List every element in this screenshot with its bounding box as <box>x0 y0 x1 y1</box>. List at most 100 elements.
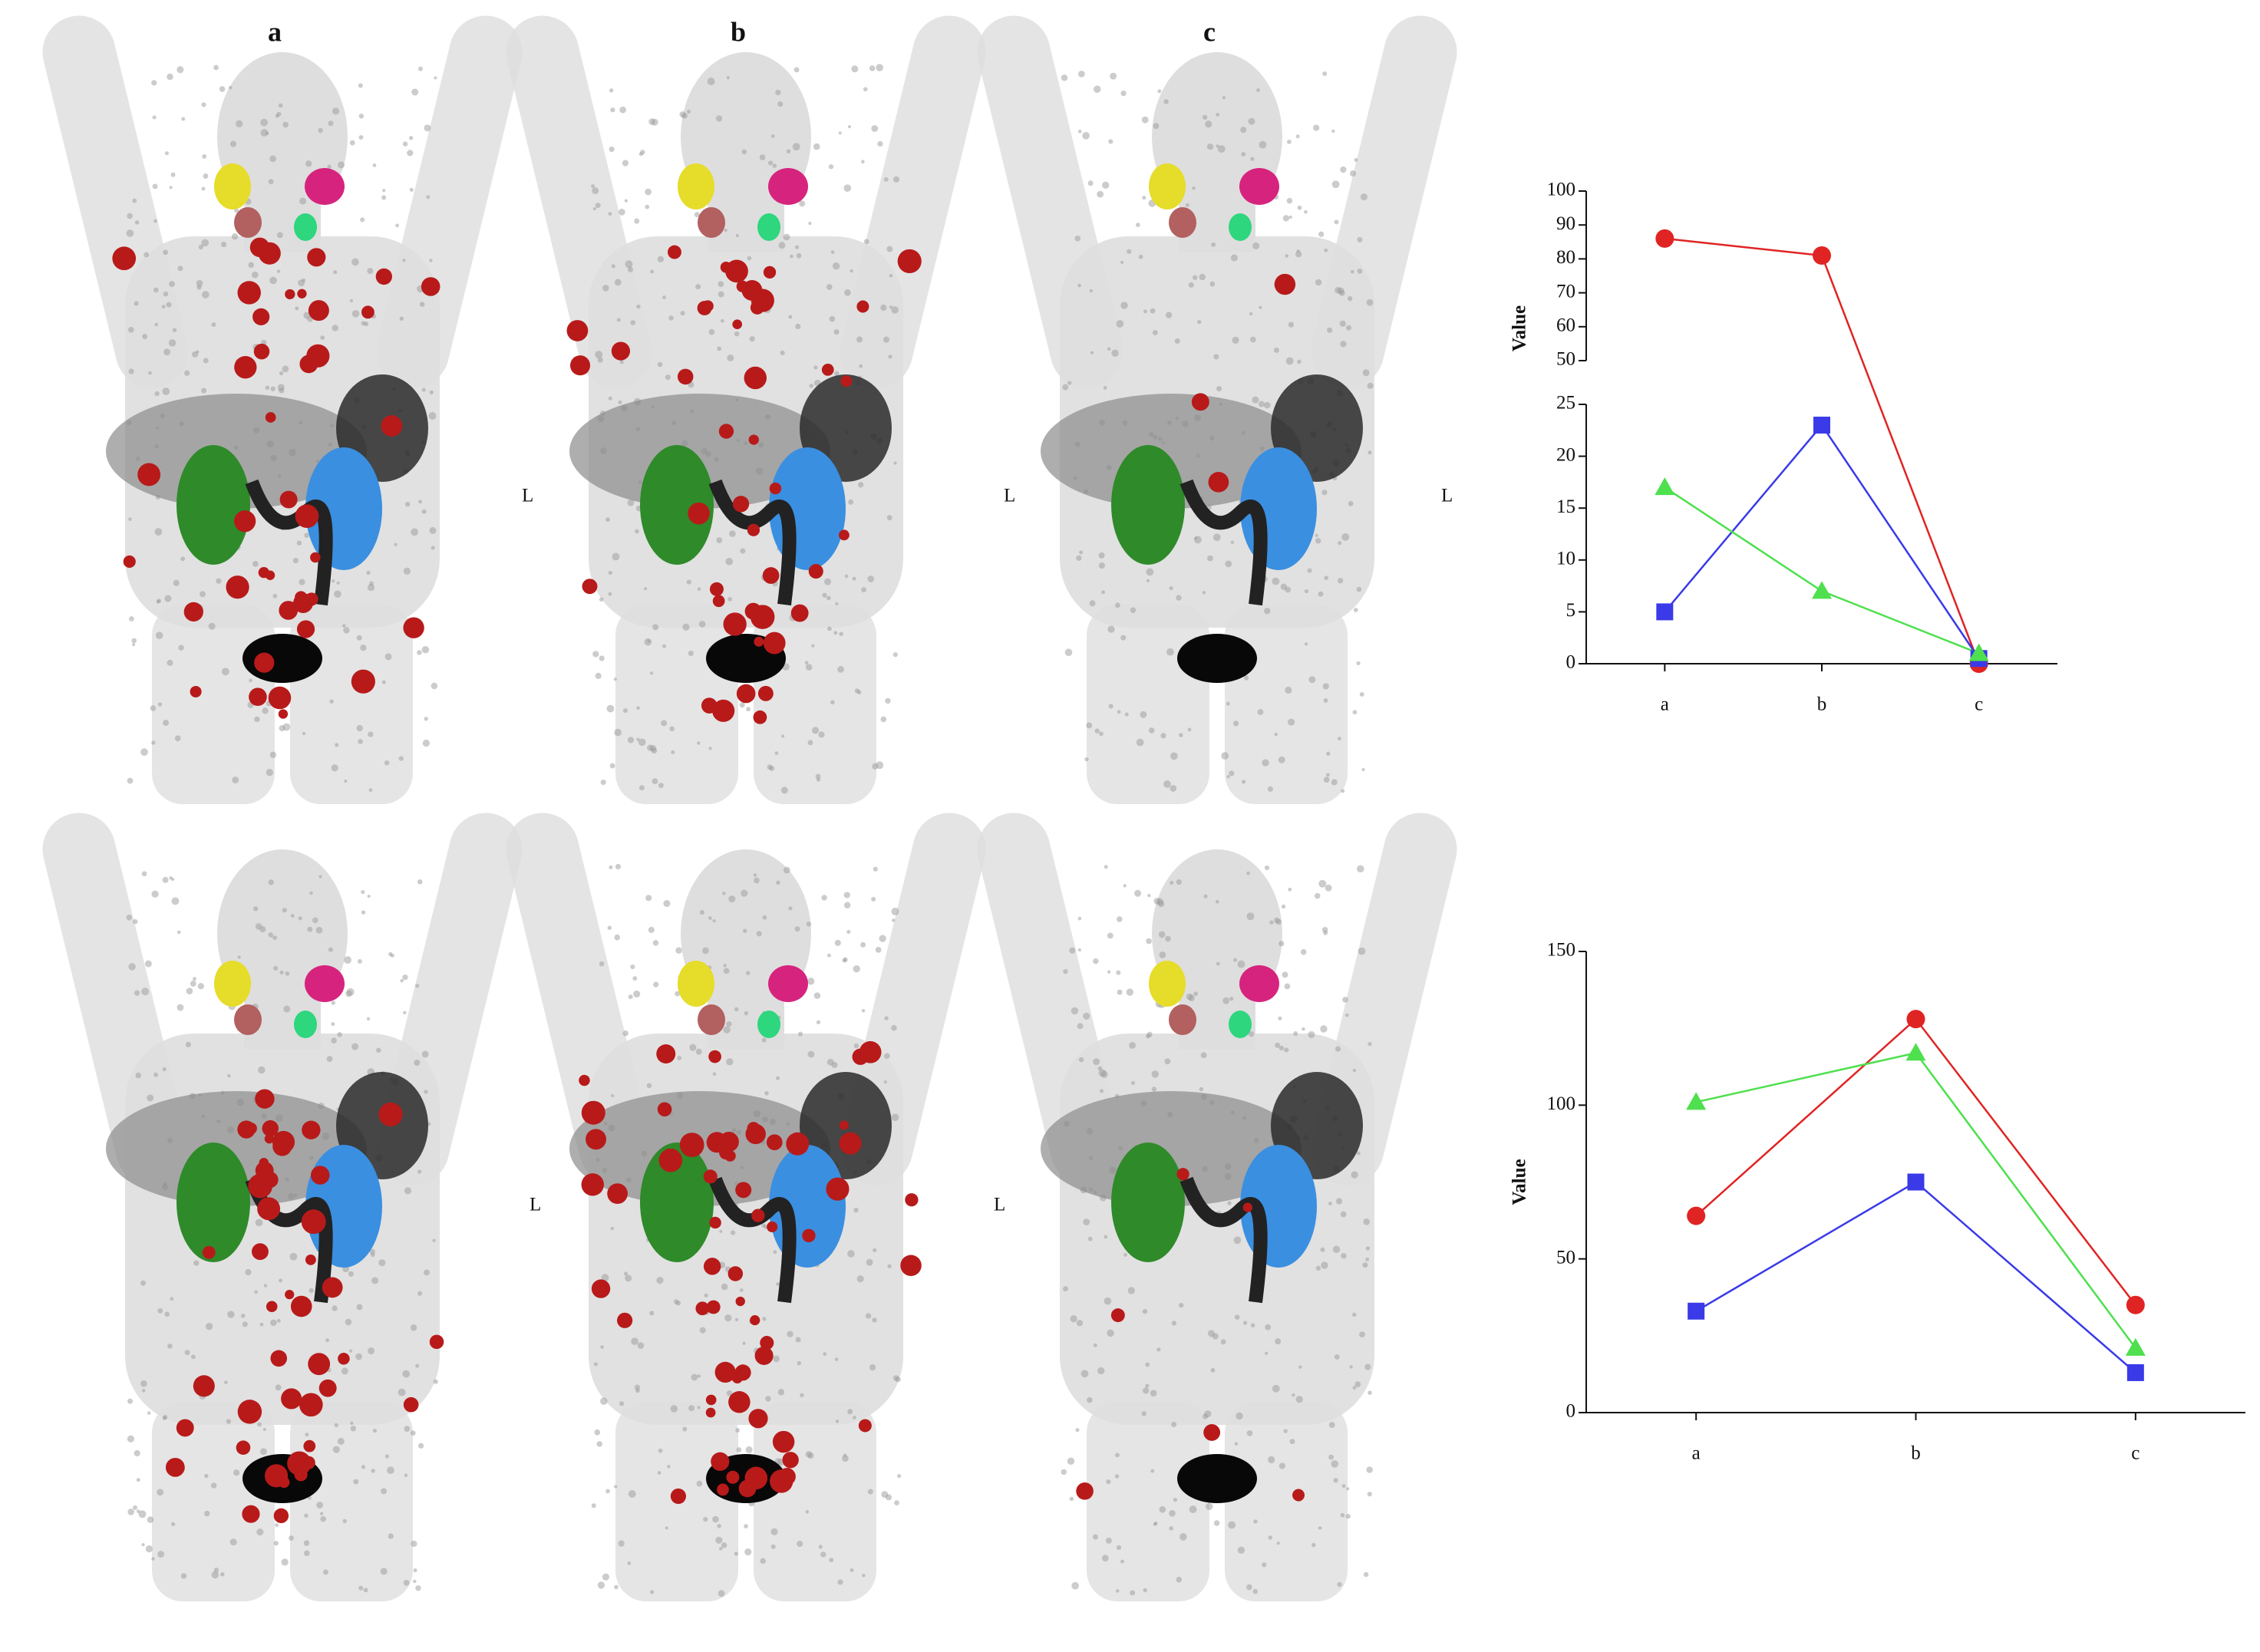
lesion <box>709 1216 721 1229</box>
speckle <box>417 1169 422 1174</box>
speckle <box>128 963 136 971</box>
speckle <box>184 1350 190 1356</box>
speckle <box>308 1288 314 1294</box>
speckle <box>600 1345 604 1349</box>
speckle <box>1176 595 1182 601</box>
speckle <box>796 252 802 259</box>
speckle <box>1356 586 1362 592</box>
speckle <box>332 325 339 331</box>
speckle <box>1077 916 1082 921</box>
speckle <box>708 328 715 335</box>
speckle <box>826 284 833 290</box>
x-tick-label: b <box>1911 1443 1921 1464</box>
speckle <box>807 740 813 746</box>
speckle <box>164 1311 170 1317</box>
speckle <box>618 400 622 404</box>
speckle <box>857 482 864 488</box>
speckle <box>258 1066 266 1074</box>
lesion <box>281 1388 302 1410</box>
speckle <box>1314 892 1321 899</box>
speckle <box>282 365 289 373</box>
kidney-left <box>640 445 714 565</box>
speckle <box>128 327 134 333</box>
speckle <box>332 1305 338 1311</box>
speckle <box>1237 960 1245 968</box>
speckle <box>269 751 277 759</box>
lesion <box>237 1400 262 1424</box>
speckle <box>259 1322 264 1327</box>
speckle <box>1101 590 1106 595</box>
speckle <box>140 748 148 757</box>
lesion <box>278 709 289 719</box>
speckle <box>1199 1086 1204 1092</box>
speckle <box>675 947 682 954</box>
speckle <box>1086 722 1093 729</box>
speckle <box>281 1558 289 1566</box>
speckle <box>679 111 686 118</box>
speckle <box>1328 1454 1334 1460</box>
marker <box>1655 229 1674 248</box>
speckle <box>833 631 838 635</box>
speckle <box>715 1536 723 1544</box>
speckle <box>163 291 169 297</box>
speckle <box>1127 1287 1135 1294</box>
speckle <box>1199 273 1206 281</box>
speckle <box>877 140 883 147</box>
speckle <box>1150 1469 1155 1473</box>
speckle <box>328 947 333 952</box>
speckle <box>1347 296 1353 302</box>
speckle <box>1130 1080 1135 1085</box>
speckle <box>403 567 411 575</box>
speckle <box>257 1422 262 1427</box>
lesion <box>769 482 782 495</box>
speckle <box>299 579 305 585</box>
speckle <box>413 1568 417 1573</box>
speckle <box>662 295 666 299</box>
speckle <box>599 597 604 602</box>
speckle <box>249 678 252 683</box>
lesion <box>714 1361 736 1383</box>
lesion <box>255 1161 274 1180</box>
speckle <box>1107 932 1114 939</box>
speckle <box>1120 1559 1124 1564</box>
lesion <box>695 1301 710 1316</box>
speckle <box>371 1277 379 1284</box>
speckle <box>1115 1589 1120 1593</box>
speckle <box>628 994 633 1000</box>
speckle <box>1351 1171 1358 1179</box>
speckle <box>213 64 219 71</box>
lesion <box>308 1353 331 1376</box>
speckle <box>776 1282 780 1286</box>
speckle <box>826 595 831 601</box>
speckle <box>721 1283 728 1291</box>
speckle <box>127 1398 134 1404</box>
speckle <box>170 172 176 177</box>
speckle <box>360 217 365 223</box>
speckle <box>272 594 278 598</box>
speckle <box>767 160 774 166</box>
speckle <box>866 1258 873 1266</box>
speckle <box>601 1274 609 1282</box>
lesion <box>782 1452 799 1469</box>
speckle <box>177 930 181 935</box>
speckle <box>1280 583 1288 591</box>
speckle <box>424 717 428 721</box>
speckle <box>201 239 210 247</box>
speckle <box>151 890 159 898</box>
speckle <box>1340 1512 1345 1518</box>
speckle <box>776 880 780 885</box>
series-line <box>1664 237 1980 664</box>
speckle <box>873 866 878 872</box>
speckle <box>134 301 139 306</box>
speckle <box>1166 648 1174 656</box>
speckle <box>744 1548 752 1556</box>
speckle <box>805 1509 810 1514</box>
speckle <box>1365 1257 1370 1261</box>
speckle <box>1230 254 1238 262</box>
speckle <box>1328 1422 1335 1428</box>
speckle <box>767 764 773 770</box>
lesion <box>802 1228 816 1243</box>
speckle <box>1292 1393 1295 1397</box>
speckle <box>820 1551 826 1558</box>
speckle <box>669 726 675 732</box>
